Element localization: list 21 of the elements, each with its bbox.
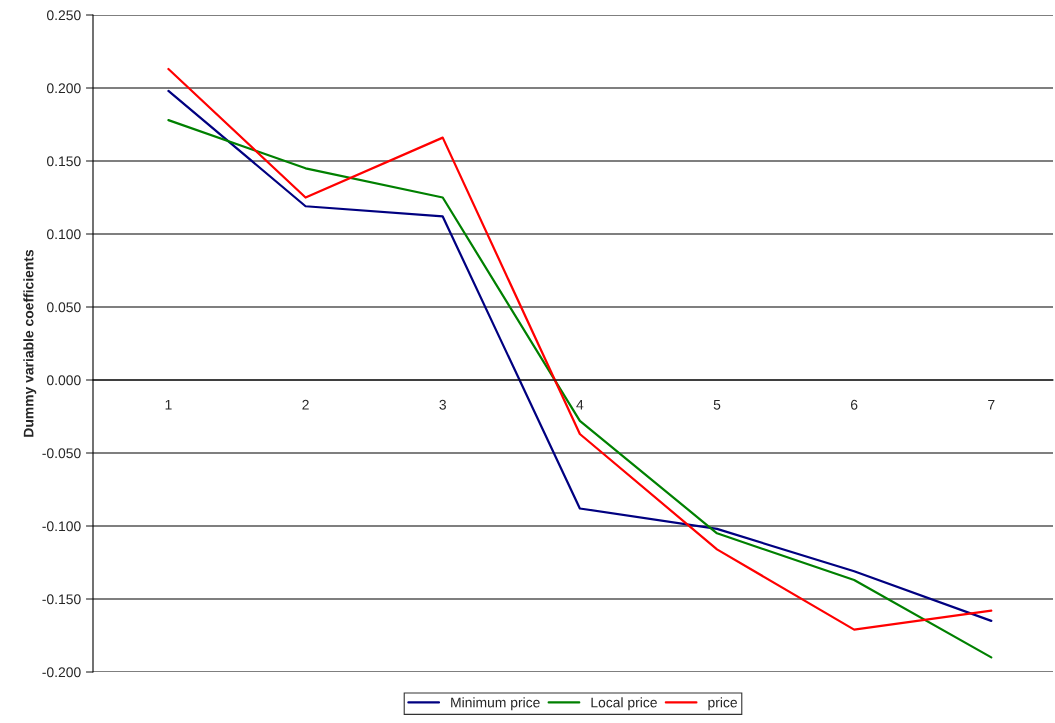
x-tick-label: 3 xyxy=(439,399,446,410)
y-tick-label: 0.250 xyxy=(46,10,81,21)
y-tick-label: -0.100 xyxy=(42,521,81,532)
y-tick-label: -0.150 xyxy=(42,594,81,605)
legend-label: Minimum price xyxy=(451,697,540,711)
x-tick-label: 5 xyxy=(713,399,721,410)
y-tick-label: 0.050 xyxy=(46,302,81,313)
x-tick-label: 6 xyxy=(850,399,858,410)
x-tick-label: 7 xyxy=(988,399,995,410)
y-tick-label: -0.200 xyxy=(42,667,81,678)
y-tick-label: 0.000 xyxy=(46,375,81,386)
y-tick-label: 0.200 xyxy=(46,83,81,94)
y-tick-label: 0.150 xyxy=(46,156,81,167)
x-tick-label: 1 xyxy=(165,399,172,410)
legend-label: Local price xyxy=(591,697,657,711)
y-axis-title: Dummy variable coefficients xyxy=(23,249,37,437)
legend-label: price xyxy=(708,697,737,711)
x-tick-label: 2 xyxy=(302,399,309,410)
x-tick-label: 4 xyxy=(576,399,584,410)
y-tick-label: -0.050 xyxy=(42,448,81,459)
y-tick-label: 0.100 xyxy=(46,229,81,240)
